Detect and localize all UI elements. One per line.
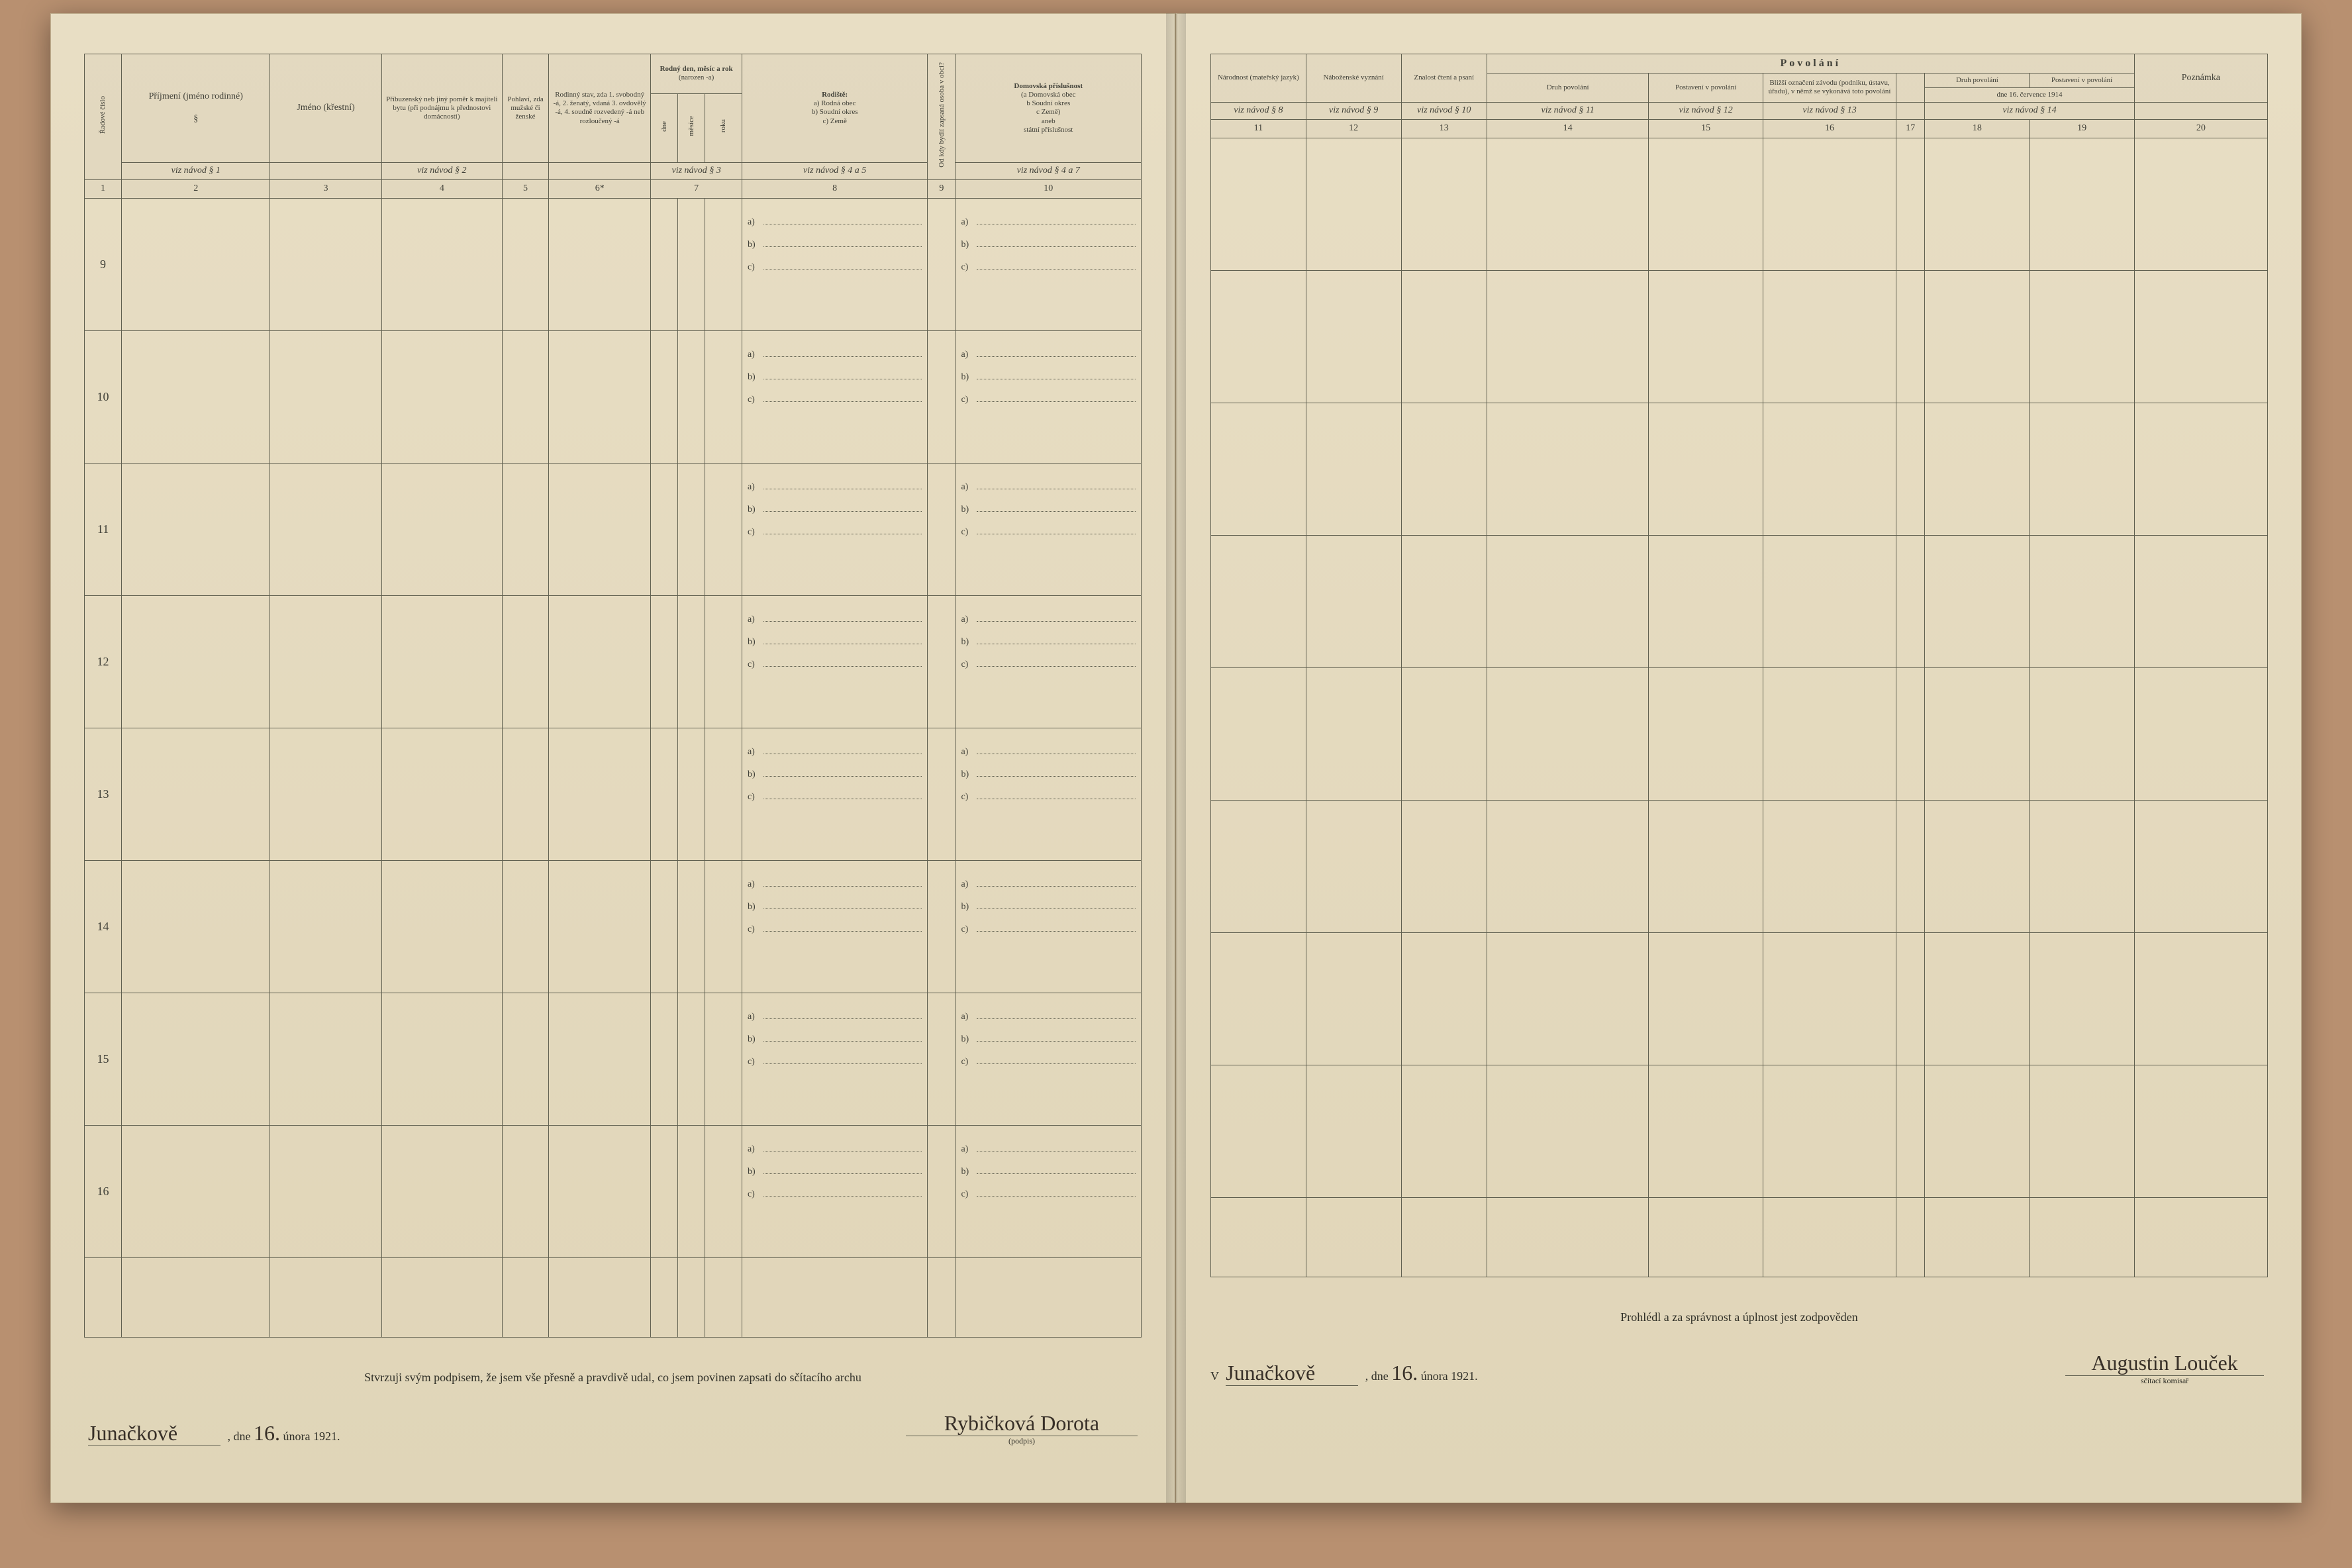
commissioner-signature: Augustin Louček [2065, 1351, 2264, 1376]
domicile-cell: a) b) c) [956, 860, 1142, 993]
domicile-cell: a) b) c) [956, 595, 1142, 728]
table-row [1211, 667, 2268, 800]
domicile-cell: a) b) c) [956, 198, 1142, 330]
right-page: Národnost (mateřský jazyk) Náboženské vy… [1176, 13, 2302, 1503]
table-row: 11 a) b) c) a) b) c) [85, 463, 1142, 595]
left-page: Řadové číslo Příjmení (jméno rodinné)§ J… [50, 13, 1176, 1503]
row-number: 12 [85, 595, 122, 728]
birthplace-cell: a) b) c) [742, 198, 927, 330]
domicile-cell: a) b) c) [956, 728, 1142, 860]
table-row [1211, 800, 2268, 932]
col-4-header: Příbuzenský neb jiný poměr k majiteli by… [386, 95, 497, 121]
table-row [1211, 535, 2268, 667]
table-row [1211, 403, 2268, 535]
table-row: 16 a) b) c) a) b) c) [85, 1125, 1142, 1257]
table-row [1211, 932, 2268, 1065]
col-9-header: Od kdy bydlí zapsaná osoba v obci? [936, 57, 947, 173]
row-number: 16 [85, 1125, 122, 1257]
row-number: 13 [85, 728, 122, 860]
birthplace-cell: a) b) c) [742, 1125, 927, 1257]
domicile-cell: a) b) c) [956, 330, 1142, 463]
table-row: 12 a) b) c) a) b) c) [85, 595, 1142, 728]
col-1-header: Řadové číslo [97, 91, 108, 139]
row-number: 15 [85, 993, 122, 1125]
person-signature: Rybičková Dorota [906, 1411, 1138, 1436]
birthplace-cell: a) b) c) [742, 860, 927, 993]
book-spine [1166, 13, 1186, 1503]
col-11-header: Národnost (mateřský jazyk) [1218, 74, 1299, 81]
table-row: 14 a) b) c) a) b) c) [85, 860, 1142, 993]
census-book: Řadové číslo Příjmení (jméno rodinné)§ J… [50, 13, 2302, 1503]
table-row [1211, 138, 2268, 270]
col-20-header: Poznámka [2182, 73, 2220, 83]
row-number: 10 [85, 330, 122, 463]
col-12-header: Náboženské vyznání [1324, 74, 1384, 81]
col-2-header: Příjmení (jméno rodinné) [149, 91, 243, 101]
table-row [1211, 270, 2268, 403]
birthplace-cell: a) b) c) [742, 728, 927, 860]
table-row: 10 a) b) c) a) b) c) [85, 330, 1142, 463]
table-row [1211, 1065, 2268, 1197]
birthplace-cell: a) b) c) [742, 993, 927, 1125]
domicile-cell: a) b) c) [956, 463, 1142, 595]
table-row: 13 a) b) c) a) b) c) [85, 728, 1142, 860]
row-number: 9 [85, 198, 122, 330]
birthplace-cell: a) b) c) [742, 595, 927, 728]
col-6-header: Rodinný stav, zda 1. svobodný -á, 2. žen… [554, 91, 646, 125]
domicile-cell: a) b) c) [956, 1125, 1142, 1257]
birthplace-cell: a) b) c) [742, 463, 927, 595]
row-number: 11 [85, 463, 122, 595]
col-13-header: Znalost čtení a psaní [1414, 74, 1474, 81]
left-footer: Stvrzuji svým podpisem, že jsem vše přes… [84, 1371, 1142, 1446]
birthplace-cell: a) b) c) [742, 330, 927, 463]
table-row: 9 a) b) c) a) b) c) [85, 198, 1142, 330]
domicile-cell: a) b) c) [956, 993, 1142, 1125]
right-footer: Prohlédl a za správnost a úplnost jest z… [1210, 1310, 2268, 1386]
left-table: Řadové číslo Příjmení (jméno rodinné)§ J… [84, 54, 1142, 1338]
right-table: Národnost (mateřský jazyk) Náboženské vy… [1210, 54, 2268, 1277]
row-number: 14 [85, 860, 122, 993]
place-signature-right: Junačkově [1226, 1361, 1358, 1386]
povolani-header: Povolání [1781, 58, 1841, 69]
col-3-header: Jméno (křestní) [297, 103, 354, 113]
col-5-header: Pohlaví, zda mužské či ženské [507, 95, 543, 121]
table-row: 15 a) b) c) a) b) c) [85, 993, 1142, 1125]
place-signature: Junačkově [88, 1421, 220, 1446]
